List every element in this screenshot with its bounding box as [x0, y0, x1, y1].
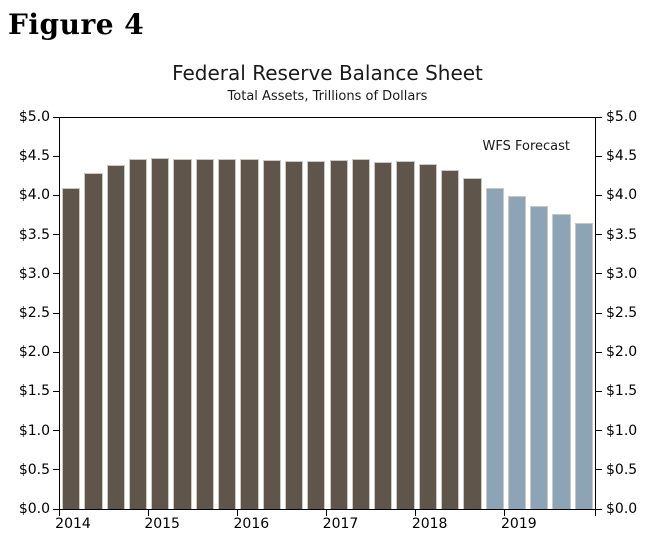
y-axis-tick-left	[53, 390, 59, 392]
bar-actual	[307, 161, 326, 509]
bar-actual	[195, 159, 215, 509]
bar-actual	[128, 159, 148, 509]
x-axis-tick	[326, 510, 327, 516]
bar-actual	[151, 157, 170, 509]
x-axis-tick	[58, 510, 60, 516]
x-axis-tick	[236, 510, 238, 516]
y-axis-tick-right	[596, 234, 602, 236]
x-axis-label: 2019	[501, 516, 537, 532]
x-axis-label: 2018	[411, 516, 448, 532]
y-axis-tick-left	[53, 273, 59, 275]
y-axis-label-left: $4.5	[18, 148, 50, 165]
y-axis-label-right: $1.5	[606, 383, 638, 400]
y-axis-label-right: $0.0	[606, 501, 638, 517]
y-axis-tick-right	[596, 194, 602, 196]
y-axis-label-right: $3.5	[606, 226, 638, 243]
y-axis-tick-right	[596, 430, 602, 432]
bar-actual	[84, 172, 103, 509]
y-axis-tick-left	[53, 508, 59, 510]
y-axis-label-left: $3.5	[18, 226, 50, 243]
bar-actual	[396, 161, 415, 509]
y-axis-label-left: $0.0	[18, 501, 50, 517]
chart-subtitle: Total Assets, Trillions of Dollars	[227, 89, 428, 104]
y-axis-tick-left	[53, 194, 59, 196]
bar-actual	[173, 159, 192, 509]
y-axis-tick-left	[53, 155, 59, 157]
y-axis-label-right: $4.0	[606, 187, 638, 204]
plot-area: WFS Forecast	[59, 117, 596, 510]
x-axis-label: 2015	[144, 516, 180, 532]
y-axis-label-left: $3.0	[18, 265, 50, 282]
y-axis-label-right: $2.5	[606, 305, 638, 321]
bar-forecast	[530, 205, 549, 509]
y-axis-tick-left	[53, 116, 59, 118]
y-axis-label-right: $3.0	[606, 265, 638, 282]
y-axis-tick-right	[596, 508, 602, 510]
y-axis-label-left: $2.0	[18, 344, 50, 361]
bar-actual	[284, 161, 304, 509]
x-axis-tick	[415, 510, 417, 516]
bar-forecast	[485, 188, 504, 509]
bar-actual	[62, 187, 81, 509]
bar-forecast	[507, 196, 527, 509]
x-axis-label: 2017	[322, 516, 359, 532]
x-axis-label: 2014	[55, 516, 91, 532]
bar-actual	[440, 170, 460, 509]
figure-label: Figure 4	[8, 8, 145, 41]
y-axis-tick-left	[53, 430, 59, 432]
chart-title: Federal Reserve Balance Sheet	[172, 61, 483, 85]
bar-actual	[418, 164, 437, 509]
y-axis-tick-left	[53, 234, 59, 236]
y-axis-tick-left	[53, 351, 59, 353]
bar-actual	[262, 160, 281, 509]
bar-actual	[351, 159, 371, 509]
bar-forecast	[552, 214, 571, 509]
y-axis-label-left: $1.5	[18, 383, 50, 400]
x-axis-tick	[594, 510, 596, 516]
x-axis-tick	[147, 510, 149, 516]
y-axis-tick-right	[596, 312, 602, 314]
y-axis-label-left: $4.0	[18, 187, 50, 204]
bar-actual	[374, 161, 393, 509]
y-axis-label-left: $1.0	[18, 422, 50, 439]
y-axis-label-left: $2.5	[18, 305, 50, 321]
y-axis-tick-right	[596, 390, 602, 392]
y-axis-label-right: $0.5	[606, 461, 638, 478]
bar-actual	[106, 164, 125, 509]
y-axis-tick-left	[53, 469, 59, 471]
bar-actual	[463, 178, 482, 509]
forecast-annotation-label: WFS Forecast	[482, 139, 571, 154]
y-axis-tick-right	[596, 469, 602, 471]
y-axis-label-left: $0.5	[18, 461, 50, 478]
bar-forecast	[574, 222, 593, 509]
y-axis-label-left: $5.0	[18, 109, 50, 125]
y-axis-label-right: $2.0	[606, 344, 638, 361]
y-axis-tick-left	[53, 312, 59, 314]
y-axis-tick-right	[596, 155, 602, 157]
x-axis-label: 2016	[233, 516, 270, 532]
y-axis-tick-right	[596, 351, 602, 353]
bar-actual	[329, 160, 348, 509]
y-axis-label-right: $5.0	[606, 109, 638, 125]
y-axis-tick-right	[596, 273, 602, 275]
y-axis-label-right: $4.5	[606, 148, 638, 165]
bar-actual	[218, 159, 237, 509]
y-axis-label-right: $1.0	[606, 422, 638, 439]
y-axis-tick-right	[596, 116, 602, 118]
x-axis-tick	[504, 510, 506, 516]
bar-actual	[240, 159, 259, 509]
